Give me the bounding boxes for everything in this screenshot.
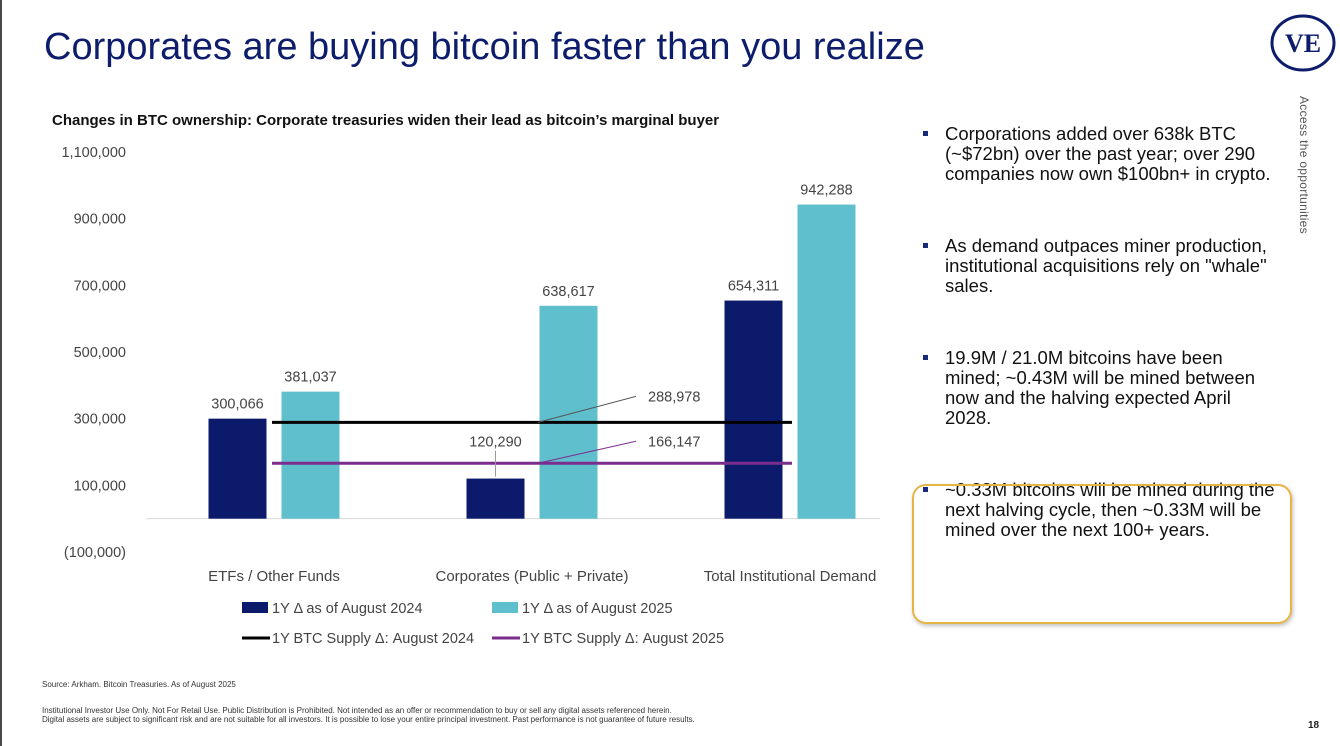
- y-tick-label: 300,000: [74, 412, 126, 428]
- disclaimer: Institutional Investor Use Only. Not For…: [42, 706, 695, 724]
- bullet-corporations: Corporations added over 638k BTC (~$72bn…: [920, 124, 1280, 184]
- x-category-label: Corporates (Public + Private): [436, 568, 629, 585]
- bar-data-label: 638,617: [542, 284, 594, 300]
- bar-2024-1: [466, 478, 525, 519]
- y-tick-label: (100,000): [64, 545, 126, 561]
- y-tick-label: 1,100,000: [61, 145, 126, 161]
- ref-line-leader: [537, 395, 637, 423]
- bar-data-label: 942,288: [800, 183, 852, 199]
- legend: 1Y Δ as of August 2024 1Y Δ as of August …: [242, 601, 724, 647]
- y-tick-label: 500,000: [74, 345, 126, 361]
- x-axis: ETFs / Other Funds Corporates (Public + P…: [208, 568, 876, 585]
- disclaimer-line-2: Digital assets are subject to significan…: [42, 715, 695, 724]
- bullet-mined: 19.9M / 21.0M bitcoins have been mined; …: [920, 348, 1280, 428]
- bar-data-label: 654,311: [728, 279, 779, 295]
- bars-group: [208, 204, 856, 519]
- highlight-callout-box: [912, 484, 1292, 624]
- bullet-demand: As demand outpaces miner production, ins…: [920, 236, 1280, 296]
- bar-2024-0: [208, 418, 267, 519]
- side-tab-access-opportunities[interactable]: Access the opportunities: [1297, 96, 1311, 234]
- legend-label: 1Y Δ as of August 2025: [522, 601, 673, 617]
- legend-label: 1Y BTC Supply Δ: August 2024: [272, 631, 474, 647]
- y-tick-label: 700,000: [74, 278, 126, 294]
- slide-left-rule: [0, 0, 2, 746]
- y-axis: (100,000) 100,000 300,000 500,000 700,000 900…: [61, 145, 126, 561]
- bar-2025-2: [797, 204, 856, 519]
- slide-title: Corporates are buying bitcoin faster tha…: [44, 26, 925, 68]
- bar-data-label: 300,066: [211, 397, 263, 413]
- ve-logo-ring: [1270, 14, 1336, 72]
- bar-2025-1: [539, 305, 598, 519]
- bar-labels: 300,066 120,290 654,311 381,037 638,617 942,2…: [211, 183, 853, 477]
- ve-logo: VE: [1270, 14, 1336, 72]
- bar-2025-0: [281, 391, 340, 519]
- bullet-halving-cycle: ~0.33M bitcoins will be mined during the…: [920, 480, 1280, 540]
- key-points-list: Corporations added over 638k BTC (~$72bn…: [920, 124, 1280, 540]
- y-tick-label: 100,000: [74, 478, 126, 494]
- legend-label: 1Y BTC Supply Δ: August 2025: [522, 631, 724, 647]
- bar-data-label: 381,037: [284, 370, 336, 386]
- x-category-label: ETFs / Other Funds: [208, 568, 340, 585]
- ref-line-label: 166,147: [648, 434, 700, 450]
- chart-title: Changes in BTC ownership: Corporate trea…: [52, 112, 720, 129]
- disclaimer-line-1: Institutional Investor Use Only. Not For…: [42, 706, 672, 715]
- ref-line-label: 288,978: [648, 389, 700, 405]
- ve-logo-text: VE: [1285, 29, 1321, 58]
- source-note: Source: Arkham. Bitcoin Treasuries. As o…: [42, 680, 236, 689]
- bar-chart: (100,000) 100,000 300,000 500,000 700,000 900…: [61, 145, 880, 647]
- legend-swatch: [242, 602, 268, 613]
- ref-line-leader: [537, 440, 637, 464]
- reference-lines: 288,978 166,147: [272, 389, 792, 465]
- legend-swatch: [492, 602, 518, 613]
- bar-2024-2: [724, 300, 783, 519]
- x-category-label: Total Institutional Demand: [704, 568, 877, 585]
- page-number: 18: [1308, 720, 1320, 731]
- bar-data-label: 120,290: [469, 435, 521, 451]
- legend-label: 1Y Δ as of August 2024: [272, 601, 423, 617]
- y-tick-label: 900,000: [74, 212, 126, 228]
